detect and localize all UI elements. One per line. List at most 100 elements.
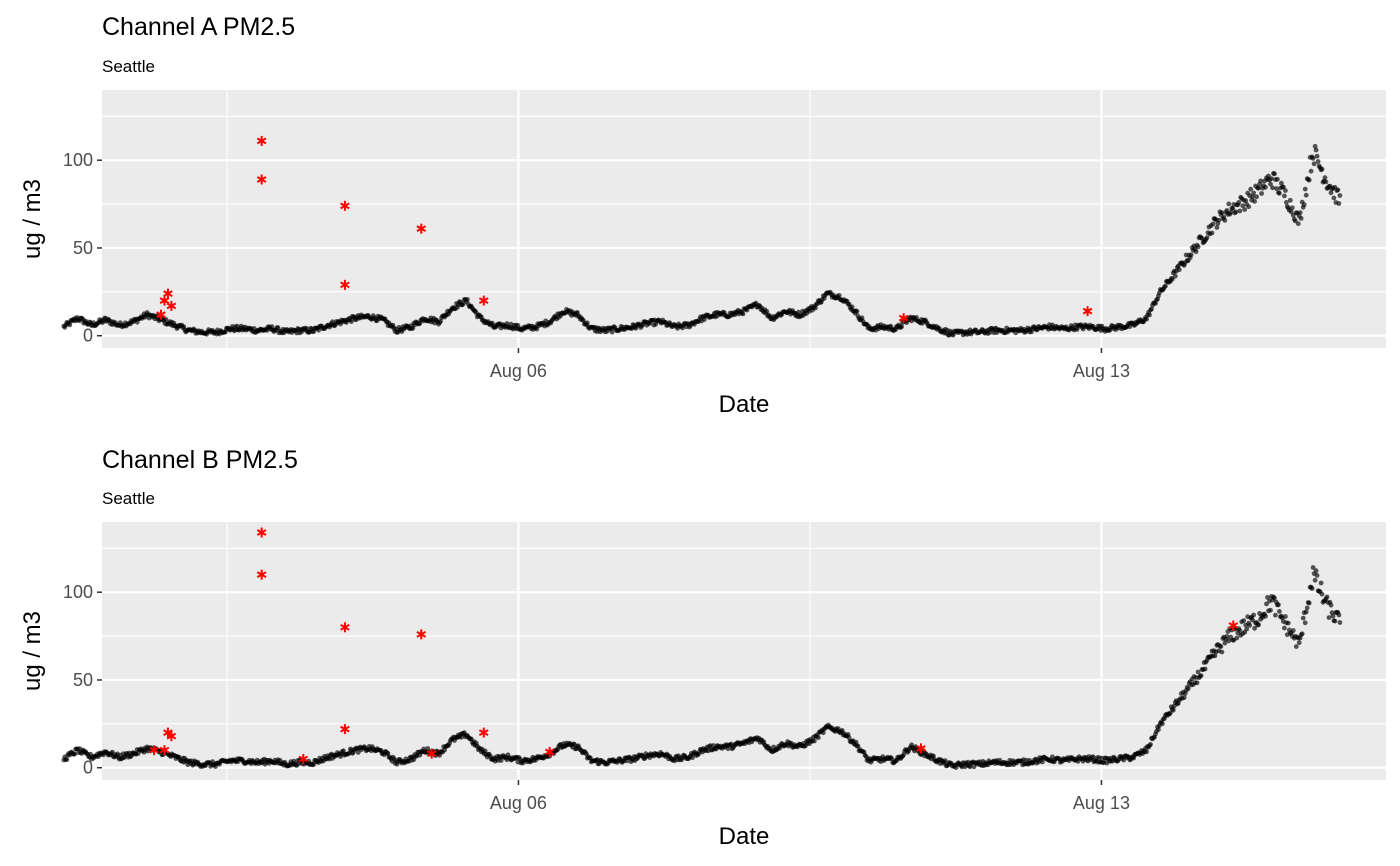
measurement-point (816, 735, 821, 741)
measurement-point (942, 758, 948, 764)
measurement-point (855, 743, 861, 749)
measurement-point (1226, 638, 1232, 644)
measurement-point (1246, 204, 1252, 210)
measurement-point (1210, 221, 1216, 227)
measurement-point (1277, 190, 1282, 196)
measurement-point (1310, 156, 1316, 161)
y-tick-label: 100 (63, 150, 93, 170)
y-tick-label: 50 (73, 238, 93, 258)
y-axis-title: ug / m3 (19, 611, 46, 691)
measurement-point (385, 750, 391, 756)
measurement-point (1296, 640, 1302, 646)
outlier-point (166, 300, 177, 311)
outlier-point (340, 622, 350, 633)
measurement-point (820, 730, 826, 736)
measurement-point (498, 758, 504, 763)
measurement-point (1254, 194, 1259, 200)
measurement-point (223, 329, 228, 335)
chart-title: Channel B PM2.5 (102, 446, 298, 474)
measurement-point (1289, 205, 1295, 211)
measurement-point (1237, 628, 1243, 633)
measurement-point (1287, 197, 1293, 203)
measurement-point (163, 317, 169, 322)
measurement-point (854, 309, 860, 314)
measurement-point (1237, 208, 1243, 214)
y-tick-label: 0 (83, 758, 93, 778)
measurement-point (1295, 221, 1301, 227)
measurement-point (1293, 644, 1299, 649)
measurement-point (1234, 635, 1240, 641)
measurement-point (1279, 180, 1284, 186)
measurement-point (1149, 306, 1154, 312)
measurement-point (575, 310, 580, 315)
measurement-point (1240, 203, 1246, 209)
x-tick-label: Aug 06 (490, 361, 547, 381)
measurement-point (1274, 186, 1279, 192)
channel-b-plot: 0 50 100 Aug 06 Aug 13 Channel B PM2.5 Seatt… (19, 446, 1386, 850)
outlier-point (416, 223, 427, 234)
measurement-point (1323, 179, 1329, 185)
outlier-point (478, 295, 489, 306)
plot-panel (102, 90, 1386, 348)
outlier-point (156, 309, 166, 320)
measurement-point (1185, 686, 1191, 692)
measurement-point (1242, 207, 1248, 213)
measurement-point (1250, 194, 1255, 200)
measurement-point (438, 318, 443, 324)
measurement-point (1275, 176, 1280, 182)
plot-panel (102, 522, 1386, 780)
measurement-point (1218, 644, 1224, 649)
measurement-point (1193, 249, 1199, 255)
measurement-point (1337, 620, 1343, 625)
measurement-point (1290, 628, 1296, 633)
measurement-point (1148, 742, 1153, 747)
measurement-point (1328, 602, 1334, 608)
outlier-point (340, 724, 350, 735)
measurement-point (1194, 680, 1200, 686)
measurement-point (967, 764, 973, 770)
measurement-point (1298, 216, 1304, 221)
measurement-point (1209, 230, 1215, 236)
x-tick-label: Aug 13 (1073, 361, 1130, 381)
measurement-point (64, 757, 70, 762)
measurement-point (1301, 202, 1307, 208)
measurement-point (1303, 609, 1309, 615)
measurement-point (1268, 181, 1273, 187)
measurement-point (1324, 594, 1330, 600)
measurement-points (61, 143, 1343, 338)
measurement-point (1214, 225, 1220, 230)
measurement-point (1212, 653, 1218, 659)
measurement-point (1204, 235, 1210, 241)
measurement-point (1337, 193, 1343, 198)
measurement-point (1332, 618, 1338, 624)
outlier-point (426, 748, 437, 759)
measurement-points (61, 565, 1343, 770)
outlier-point (340, 200, 350, 211)
measurement-point (465, 297, 470, 302)
outlier-points (156, 135, 1093, 324)
measurement-point (1322, 175, 1328, 181)
measurement-point (1326, 615, 1332, 620)
measurement-point (1251, 190, 1256, 196)
outlier-point (544, 746, 555, 757)
measurement-point (1251, 612, 1256, 618)
chart-subtitle: Seattle (102, 489, 155, 508)
measurement-point (1281, 184, 1286, 190)
measurement-point (1195, 669, 1201, 675)
y-tick-label: 0 (83, 326, 93, 346)
measurement-point (1263, 613, 1268, 619)
measurement-point (1303, 192, 1309, 198)
measurement-point (1309, 586, 1315, 591)
measurement-point (1314, 153, 1320, 159)
measurement-point (836, 293, 842, 298)
measurement-point (1284, 200, 1289, 205)
measurement-point (1272, 171, 1277, 177)
measurement-point (1306, 177, 1312, 183)
measurement-point (1259, 191, 1264, 196)
measurement-point (1297, 210, 1303, 216)
measurement-point (1313, 568, 1319, 574)
measurement-point (1283, 614, 1288, 619)
measurement-point (1302, 186, 1308, 192)
outlier-points (149, 527, 1239, 764)
outlier-point (163, 288, 173, 299)
